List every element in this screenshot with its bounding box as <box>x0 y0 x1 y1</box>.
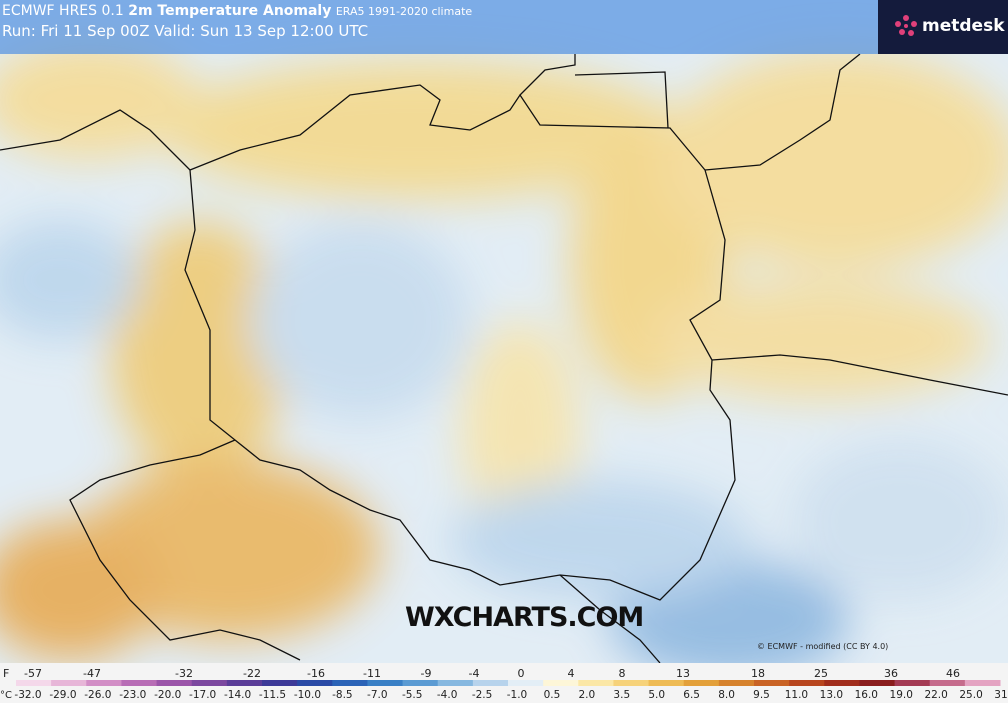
f-label: 18 <box>751 667 765 680</box>
color-swatch <box>824 680 860 686</box>
color-swatch <box>121 680 158 686</box>
f-label: 8 <box>619 667 626 680</box>
c-label: -5.5 <box>402 689 423 701</box>
f-label: -9 <box>421 667 432 680</box>
color-swatch <box>964 680 1001 686</box>
color-swatch <box>16 680 52 686</box>
map <box>0 40 1008 663</box>
color-swatch <box>543 680 579 686</box>
c-label: 0.5 <box>544 689 561 701</box>
c-label: 31.5 <box>994 689 1008 701</box>
header-line-1: ECMWF HRES 0.1 2m Temperature Anomaly ER… <box>2 3 472 19</box>
color-swatch <box>789 680 825 686</box>
c-label: -17.0 <box>189 689 216 701</box>
color-swatch <box>332 680 368 686</box>
f-label: -22 <box>243 667 261 680</box>
model: ECMWF HRES 0.1 <box>2 3 124 19</box>
f-label: 4 <box>568 667 575 680</box>
color-legend: F -57 -47 -32 -22 -16 -11 -9 -4 0 4 8 13 18 25 36 46 °C -3… <box>0 663 1008 703</box>
c-label: -10.0 <box>294 689 321 701</box>
c-label: 16.0 <box>855 689 878 701</box>
f-label: -47 <box>83 667 101 680</box>
color-swatch <box>929 680 966 686</box>
c-label: -1.0 <box>507 689 528 701</box>
color-swatch <box>648 680 685 686</box>
color-swatch <box>859 680 896 686</box>
f-label: -11 <box>363 667 381 680</box>
c-label: -23.0 <box>119 689 146 701</box>
c-label: -29.0 <box>49 689 76 701</box>
f-label: -32 <box>175 667 193 680</box>
c-label: -2.5 <box>472 689 493 701</box>
c-label: 25.0 <box>959 689 982 701</box>
color-swatch <box>86 680 122 686</box>
c-label: 9.5 <box>753 689 770 701</box>
logo-icon <box>895 15 917 36</box>
logo[interactable]: metdesk <box>878 0 1008 54</box>
f-label: 13 <box>676 667 690 680</box>
c-label: -32.0 <box>14 689 41 701</box>
f-label: -4 <box>469 667 480 680</box>
f-label: 0 <box>518 667 525 680</box>
c-label: 22.0 <box>924 689 947 701</box>
c-label: -11.5 <box>259 689 286 701</box>
watermark: WXCHARTS.COM <box>405 602 644 633</box>
f-unit: F <box>3 667 9 680</box>
color-swatch <box>508 680 544 686</box>
color-swatch <box>191 680 228 686</box>
c-label: -4.0 <box>437 689 458 701</box>
color-swatch <box>578 680 614 686</box>
f-label: 25 <box>814 667 828 680</box>
c-label: -8.5 <box>332 689 353 701</box>
c-label: 6.5 <box>683 689 700 701</box>
run-info: Run: Fri 11 Sep 00Z Valid: Sun 13 Sep 12… <box>2 22 369 40</box>
color-swatch <box>367 680 404 686</box>
f-label: -57 <box>24 667 42 680</box>
climate: ERA5 1991-2020 climate <box>335 5 473 18</box>
c-label: -20.0 <box>154 689 181 701</box>
color-swatch <box>683 680 720 686</box>
color-swatch <box>472 680 509 686</box>
f-label: 46 <box>946 667 960 680</box>
c-label: -7.0 <box>367 689 388 701</box>
c-label: 3.5 <box>613 689 630 701</box>
color-swatch <box>718 680 755 686</box>
c-label: 13.0 <box>820 689 843 701</box>
header-bar: ECMWF HRES 0.1 2m Temperature Anomaly ER… <box>0 0 878 54</box>
c-label: -26.0 <box>84 689 111 701</box>
color-swatch <box>754 680 790 686</box>
c-label: 8.0 <box>718 689 735 701</box>
c-unit: °C <box>0 690 12 701</box>
credit: © ECMWF - modified (CC BY 4.0) <box>757 642 889 651</box>
color-swatch <box>262 680 298 686</box>
logo-text: metdesk <box>922 16 1005 36</box>
c-label: 11.0 <box>785 689 808 701</box>
color-swatch <box>297 680 333 686</box>
parameter: 2m Temperature Anomaly <box>128 3 332 19</box>
c-label: -14.0 <box>224 689 251 701</box>
c-label: 5.0 <box>648 689 665 701</box>
c-label: 2.0 <box>579 689 596 701</box>
color-swatch <box>894 680 931 686</box>
color-swatch <box>51 680 87 686</box>
f-label: 36 <box>884 667 898 680</box>
color-swatch <box>437 680 474 686</box>
color-swatch <box>156 680 193 686</box>
f-label: -16 <box>307 667 325 680</box>
color-swatch <box>613 680 650 686</box>
c-label: 19.0 <box>890 689 913 701</box>
color-swatch <box>402 680 439 686</box>
color-swatch <box>226 680 263 686</box>
